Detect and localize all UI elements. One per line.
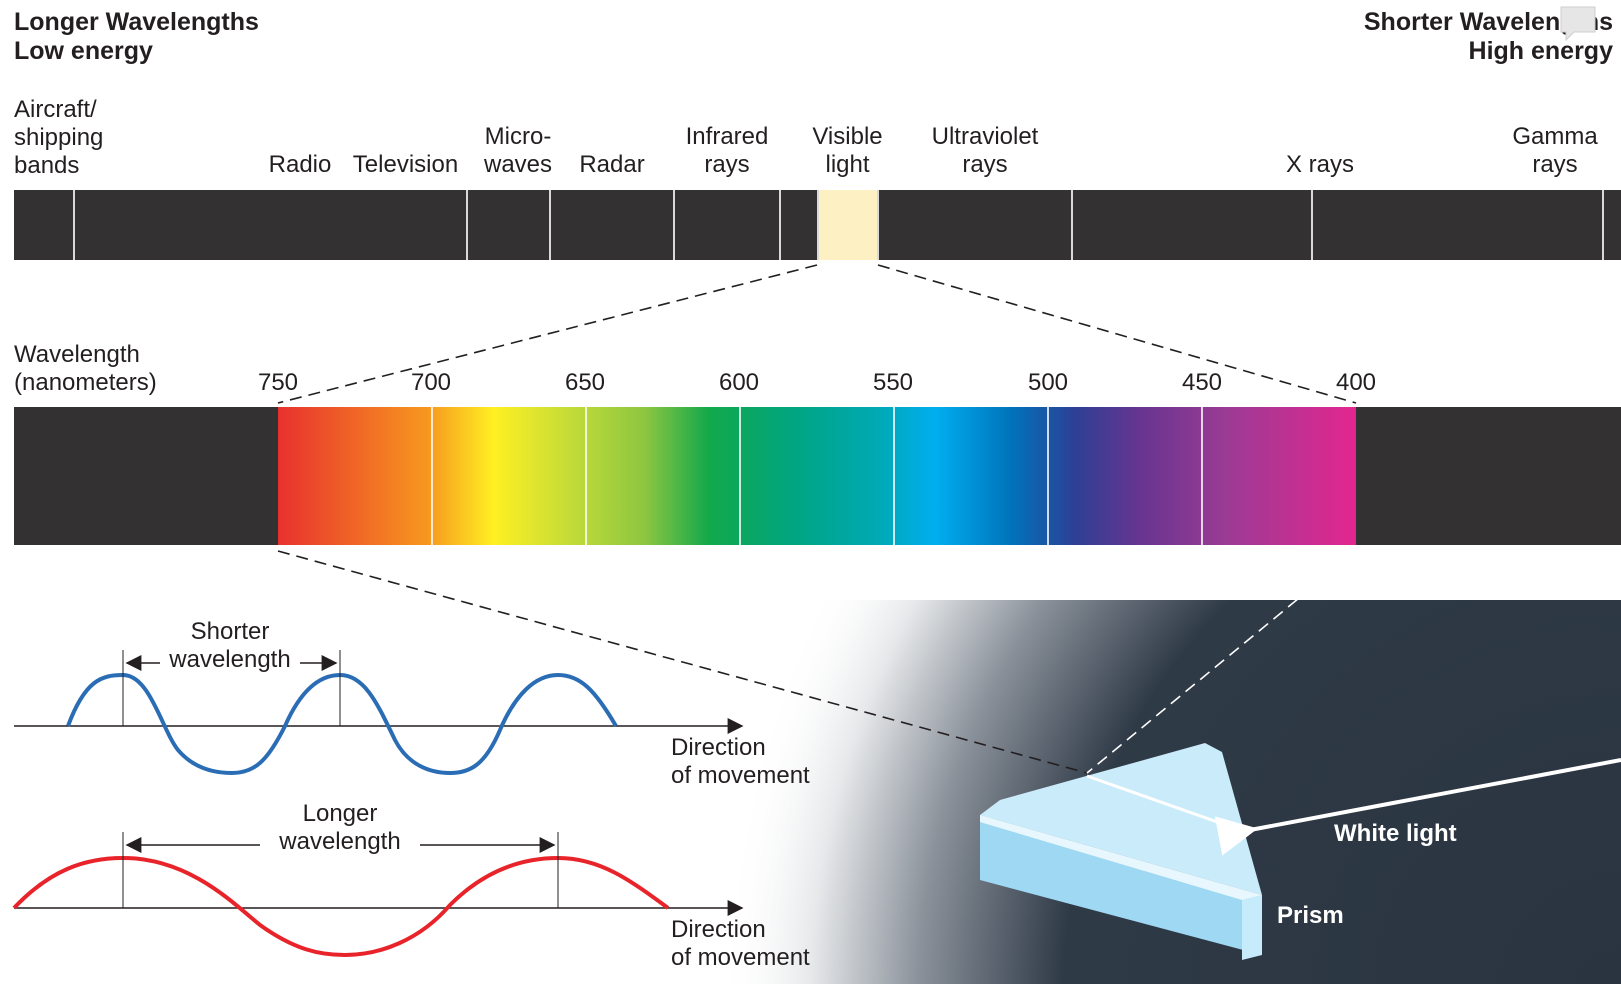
header-left: Longer Wavelengths Low energy — [14, 8, 259, 66]
header-right-line2: High energy — [1468, 37, 1613, 65]
visible-spectrum-bar — [14, 407, 1621, 545]
band-divider — [549, 190, 551, 260]
beam-inside-prism — [1086, 774, 1241, 832]
prism-label: Prism — [1277, 902, 1344, 929]
dashed-line-left-bottom — [277, 550, 1088, 774]
band-label-visible: Visible light — [812, 123, 883, 178]
band-label-gamma: Gamma rays — [1512, 123, 1598, 178]
tick-500: 500 — [1027, 369, 1069, 396]
spectrum-divider — [585, 407, 587, 545]
direction-label-short: Direction of movement — [671, 734, 810, 789]
tick-650: 650 — [564, 369, 606, 396]
white-light-beam — [1214, 758, 1621, 856]
band-label-television: Television — [352, 151, 459, 178]
dashed-line-right-top — [877, 264, 1357, 404]
band-divider — [1071, 190, 1073, 260]
visible-light-band — [817, 190, 879, 260]
prism-shape — [980, 743, 1262, 960]
tick-600: 600 — [718, 369, 760, 396]
white-light-label: White light — [1334, 820, 1457, 847]
band-label-aircraft: Aircraft/ shipping bands — [14, 96, 104, 179]
tick-450: 450 — [1181, 369, 1223, 396]
spectrum-divider — [893, 407, 895, 545]
band-divider — [1602, 190, 1604, 260]
band-divider — [466, 190, 468, 260]
spectrum-divider — [431, 407, 433, 545]
dashed-line-right-bottom — [1086, 550, 1357, 774]
band-divider — [779, 190, 781, 260]
tick-550: 550 — [872, 369, 914, 396]
band-label-infrared: Infrared rays — [685, 123, 769, 178]
em-spectrum-bar — [14, 190, 1621, 260]
spectrum-divider — [1047, 407, 1049, 545]
spectrum-divider — [739, 407, 741, 545]
wavelength-axis-title: Wavelength (nanometers) — [14, 341, 157, 396]
direction-label-long: Direction of movement — [671, 916, 810, 971]
tick-750: 750 — [257, 369, 299, 396]
band-label-microwaves: Micro- waves — [483, 123, 553, 178]
tick-700: 700 — [410, 369, 452, 396]
spectrum-divider — [1201, 407, 1203, 545]
band-divider — [673, 190, 675, 260]
tick-400: 400 — [1335, 369, 1377, 396]
band-label-ultraviolet: Ultraviolet rays — [931, 123, 1039, 178]
shorter-wavelength-label: Shorter wavelength — [169, 618, 291, 673]
short-wave-curve — [66, 672, 618, 776]
header-left-line1: Longer Wavelengths — [14, 8, 259, 36]
band-divider — [1311, 190, 1313, 260]
longer-wavelength-label: Longer wavelength — [279, 800, 401, 855]
dashed-line-left-top — [277, 264, 818, 404]
color-spectrum — [278, 407, 1356, 545]
band-label-radio: Radio — [268, 151, 332, 178]
header-left-line2: Low energy — [14, 37, 153, 65]
band-label-xrays: X rays — [1285, 151, 1354, 178]
long-wave-curve — [12, 855, 670, 958]
band-divider — [73, 190, 75, 260]
band-label-radar: Radar — [579, 151, 645, 178]
speech-bubble-icon[interactable] — [1558, 4, 1598, 42]
